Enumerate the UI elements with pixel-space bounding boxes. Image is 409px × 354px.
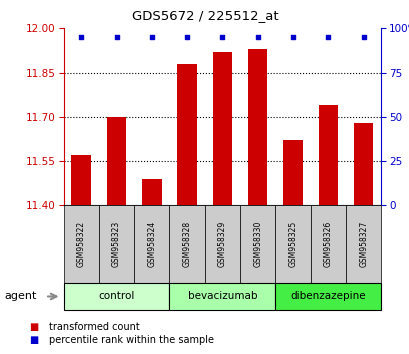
Text: control: control	[98, 291, 135, 302]
Text: GSM958330: GSM958330	[253, 221, 262, 268]
Text: GSM958325: GSM958325	[288, 221, 297, 267]
Text: GSM958322: GSM958322	[76, 221, 85, 267]
Text: GSM958326: GSM958326	[323, 221, 332, 267]
Text: GSM958323: GSM958323	[112, 221, 121, 267]
Text: ■: ■	[29, 335, 38, 345]
Point	[78, 34, 84, 40]
Bar	[318, 105, 337, 205]
Bar	[353, 123, 373, 205]
Text: percentile rank within the sample: percentile rank within the sample	[49, 335, 213, 345]
Point	[254, 34, 261, 40]
Bar	[142, 179, 161, 205]
Text: agent: agent	[4, 291, 36, 302]
Point	[183, 34, 190, 40]
Bar	[247, 49, 267, 205]
Point	[148, 34, 155, 40]
Text: GSM958329: GSM958329	[218, 221, 226, 267]
Text: GSM958324: GSM958324	[147, 221, 156, 267]
Point	[360, 34, 366, 40]
Bar	[212, 52, 231, 205]
Text: dibenzazepine: dibenzazepine	[290, 291, 365, 302]
Text: bevacizumab: bevacizumab	[187, 291, 256, 302]
Point	[113, 34, 119, 40]
Bar	[177, 64, 196, 205]
Bar	[71, 155, 91, 205]
Bar	[106, 117, 126, 205]
Point	[218, 34, 225, 40]
Text: GSM958328: GSM958328	[182, 221, 191, 267]
Text: ■: ■	[29, 322, 38, 332]
Text: transformed count: transformed count	[49, 322, 139, 332]
Point	[324, 34, 331, 40]
Text: GSM958327: GSM958327	[358, 221, 367, 267]
Bar	[283, 141, 302, 205]
Point	[289, 34, 296, 40]
Text: GDS5672 / 225512_at: GDS5672 / 225512_at	[131, 9, 278, 22]
